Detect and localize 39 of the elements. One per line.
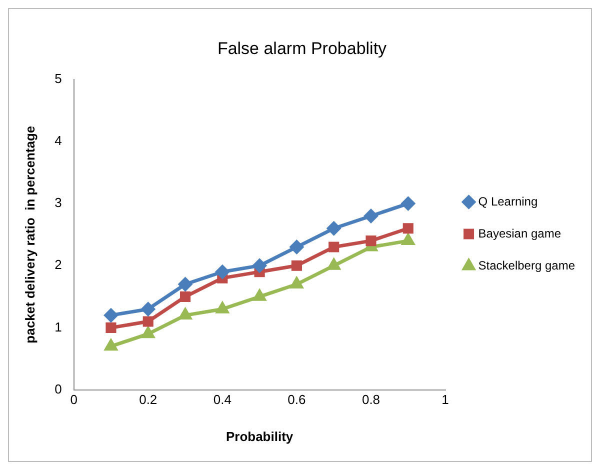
y-tick-label: 1 <box>54 319 62 334</box>
point <box>291 260 302 271</box>
point <box>178 278 192 292</box>
point <box>216 302 228 314</box>
point <box>328 258 340 270</box>
x-tick-label: 1 <box>442 392 449 408</box>
y-tick-label: 0 <box>54 381 62 396</box>
y-tick-label: 2 <box>54 257 62 272</box>
y-tick-label: 5 <box>54 70 62 86</box>
point <box>142 327 154 338</box>
y-axis-title: packet delivery ratio in percentage <box>22 126 38 344</box>
y-tick-label: 3 <box>54 195 62 210</box>
point <box>402 234 414 246</box>
x-tick-label: 0 <box>70 392 78 408</box>
point <box>180 291 191 302</box>
point <box>364 209 378 223</box>
point <box>328 242 340 252</box>
point <box>402 223 414 234</box>
point <box>216 265 230 279</box>
point <box>104 308 118 322</box>
point <box>290 240 304 254</box>
legend-label: Stackelberg game <box>478 258 576 272</box>
x-tick-label: 0.4 <box>213 392 232 408</box>
point <box>327 222 341 236</box>
x-tick-label: 0.2 <box>139 392 158 408</box>
legend-label: Bayesian game <box>478 226 562 240</box>
point <box>141 302 155 316</box>
legend-label: Q Learning <box>478 194 538 208</box>
point <box>401 196 415 210</box>
point <box>106 322 116 334</box>
x-tick-label: 0.8 <box>362 392 380 408</box>
point <box>253 290 266 301</box>
x-tick-label: 0.6 <box>288 392 306 408</box>
point <box>366 236 376 246</box>
point <box>142 316 154 327</box>
chart-title: False alarm Probablity <box>217 38 388 58</box>
y-tick-label: 4 <box>54 133 62 148</box>
point <box>252 258 266 272</box>
x-axis-title: Probability <box>226 428 294 444</box>
